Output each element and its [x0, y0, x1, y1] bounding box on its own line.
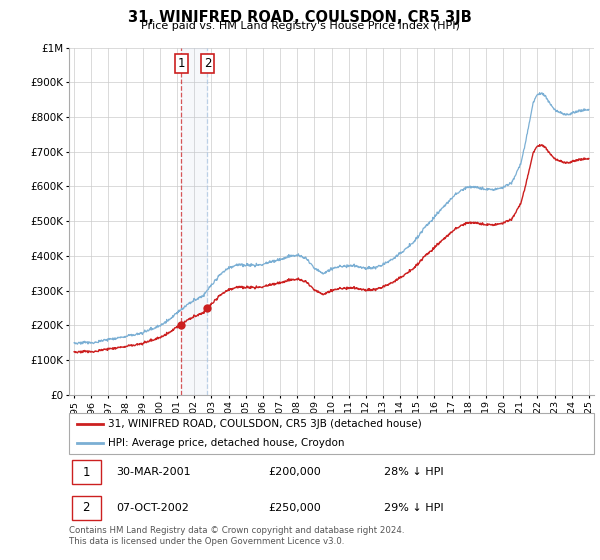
- Text: 31, WINIFRED ROAD, COULSDON, CR5 3JB (detached house): 31, WINIFRED ROAD, COULSDON, CR5 3JB (de…: [109, 419, 422, 429]
- Text: 2: 2: [204, 57, 211, 70]
- Text: 07-OCT-2002: 07-OCT-2002: [116, 503, 189, 513]
- Text: 1: 1: [178, 57, 185, 70]
- Text: 30-MAR-2001: 30-MAR-2001: [116, 467, 191, 477]
- Text: £200,000: £200,000: [269, 467, 321, 477]
- Text: £250,000: £250,000: [269, 503, 321, 513]
- Text: 1: 1: [82, 465, 90, 479]
- Bar: [71, 460, 101, 484]
- Text: Price paid vs. HM Land Registry's House Price Index (HPI): Price paid vs. HM Land Registry's House …: [140, 21, 460, 31]
- Text: HPI: Average price, detached house, Croydon: HPI: Average price, detached house, Croy…: [109, 438, 345, 447]
- Bar: [181, 48, 208, 395]
- Bar: [71, 496, 101, 520]
- Text: 28% ↓ HPI: 28% ↓ HPI: [384, 467, 443, 477]
- Text: 29% ↓ HPI: 29% ↓ HPI: [384, 503, 443, 513]
- Text: Contains HM Land Registry data © Crown copyright and database right 2024.
This d: Contains HM Land Registry data © Crown c…: [69, 526, 404, 546]
- Text: 2: 2: [82, 501, 90, 514]
- Text: 31, WINIFRED ROAD, COULSDON, CR5 3JB: 31, WINIFRED ROAD, COULSDON, CR5 3JB: [128, 10, 472, 25]
